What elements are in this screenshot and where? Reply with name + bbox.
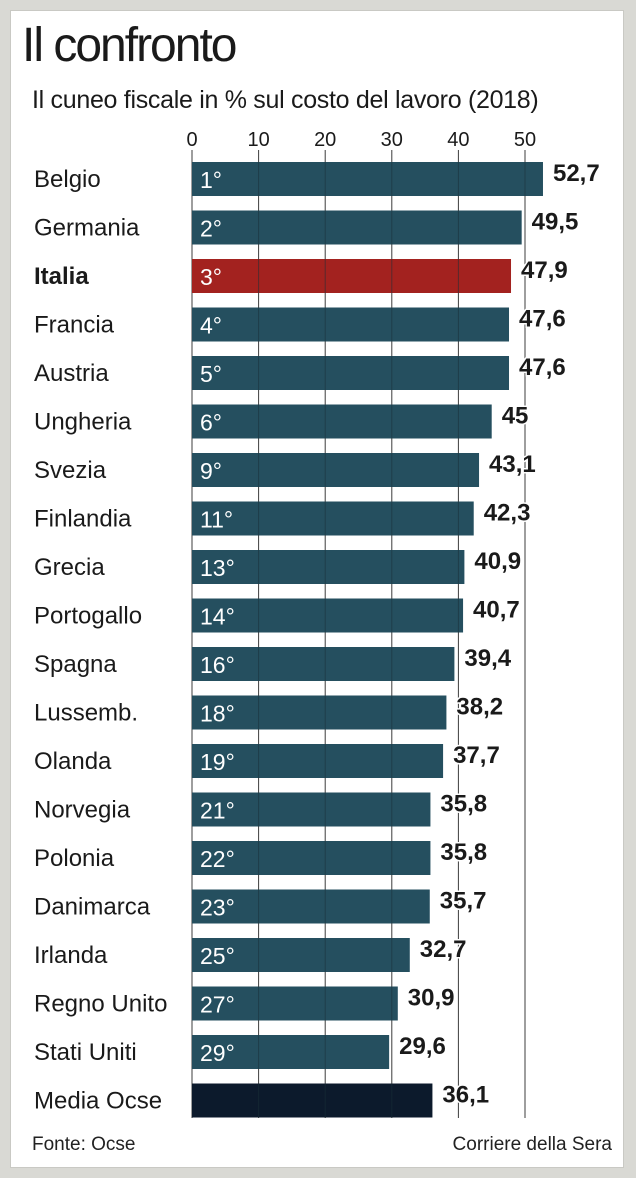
rank-label: 9° (200, 458, 222, 484)
category-label: Portogallo (34, 603, 142, 630)
rank-label: 23° (200, 895, 235, 921)
bar (192, 501, 474, 536)
bar-highlight (192, 259, 512, 293)
bar (192, 404, 492, 439)
value-label: 35,8 (440, 839, 487, 866)
bar (192, 647, 455, 681)
category-label: Danimarca (34, 894, 151, 921)
value-label: 47,9 (521, 257, 568, 284)
bar (192, 550, 465, 584)
bar-rows: Belgio 1° 52,7 Germania 2° 49,5 Italia 3° 47,9 Fr… (34, 159, 601, 1118)
category-label: Olanda (34, 748, 112, 775)
x-tick-label: 0 (186, 129, 197, 151)
category-label: Polonia (34, 845, 115, 872)
bar (192, 938, 410, 972)
category-label: Italia (34, 263, 89, 290)
value-label: 39,4 (464, 645, 511, 672)
chart-subtitle: Il cuneo fiscale in % sul costo del lavo… (32, 86, 539, 114)
grid-lines (191, 150, 526, 1118)
rank-label: 19° (200, 749, 235, 775)
value-label: 42,3 (484, 500, 531, 527)
category-label: Norvegia (34, 797, 131, 824)
rank-label: 5° (200, 361, 222, 387)
rank-label: 16° (200, 652, 235, 678)
value-label: 38,2 (456, 694, 503, 721)
bar (192, 307, 510, 342)
value-label: 40,9 (474, 548, 521, 575)
value-label: 37,7 (453, 742, 500, 769)
category-label: Svezia (34, 457, 107, 484)
publisher-credit: Corriere della Sera (452, 1134, 612, 1155)
rank-label: 6° (200, 410, 222, 436)
bar (192, 453, 480, 487)
bar (192, 162, 543, 196)
value-label: 36,1 (442, 1082, 489, 1109)
bar (192, 841, 431, 875)
category-label: Ungheria (34, 409, 132, 436)
bar (192, 210, 522, 245)
value-label: 52,7 (553, 160, 600, 187)
value-label: 29,6 (399, 1033, 446, 1060)
rank-label: 4° (200, 313, 222, 339)
rank-label: 2° (200, 216, 222, 242)
x-tick-label: 20 (314, 129, 336, 151)
value-label: 47,6 (519, 306, 566, 333)
category-label: Lussemb. (34, 700, 138, 727)
bar (192, 1035, 390, 1069)
value-label: 30,9 (408, 985, 455, 1012)
rank-label: 13° (200, 555, 235, 581)
rank-label: 11° (200, 507, 233, 533)
value-label: 32,7 (420, 936, 467, 963)
bar (192, 744, 444, 778)
category-label: Grecia (34, 554, 105, 581)
bar (192, 986, 398, 1021)
chart-frame (10, 10, 624, 1168)
rank-label: 18° (200, 701, 235, 727)
value-label: 35,8 (440, 791, 487, 818)
source-note: Fonte: Ocse (32, 1134, 136, 1155)
rank-label: 21° (200, 798, 235, 824)
category-label: Belgio (34, 166, 101, 193)
bar (192, 356, 510, 390)
rank-label: 3° (200, 264, 222, 290)
category-label: Austria (34, 360, 109, 387)
x-tick-label: 30 (381, 129, 403, 151)
value-label: 35,7 (440, 888, 487, 915)
value-label: 49,5 (532, 209, 579, 236)
tick-labels: 0 10 20 30 40 50 (186, 129, 536, 151)
chart-title: Il confronto (22, 19, 237, 72)
rank-label: 14° (200, 604, 235, 630)
category-label: Francia (34, 312, 115, 339)
value-label: 43,1 (489, 451, 536, 478)
rank-label: 22° (200, 846, 235, 872)
value-label: 47,6 (519, 354, 566, 381)
x-tick-label: 10 (247, 129, 269, 151)
rank-label: 25° (200, 943, 235, 969)
category-label: Stati Uniti (34, 1039, 137, 1066)
bar (192, 889, 430, 924)
rank-label: 1° (200, 167, 222, 193)
rank-label: 29° (200, 1040, 235, 1066)
category-label: Germania (34, 215, 140, 242)
bar (192, 792, 431, 827)
value-label: 45 (502, 403, 529, 430)
category-label: Finlandia (34, 506, 132, 533)
bar (192, 695, 447, 730)
x-tick-label: 50 (514, 129, 536, 151)
value-label: 40,7 (473, 597, 520, 624)
category-label: Media Ocse (34, 1088, 162, 1115)
bar (192, 598, 464, 633)
category-label: Regno Unito (34, 991, 167, 1018)
rank-label: 27° (200, 992, 235, 1018)
category-label: Irlanda (34, 942, 108, 969)
category-label: Spagna (34, 651, 117, 678)
x-tick-label: 40 (447, 129, 469, 151)
bar-average (192, 1083, 433, 1118)
